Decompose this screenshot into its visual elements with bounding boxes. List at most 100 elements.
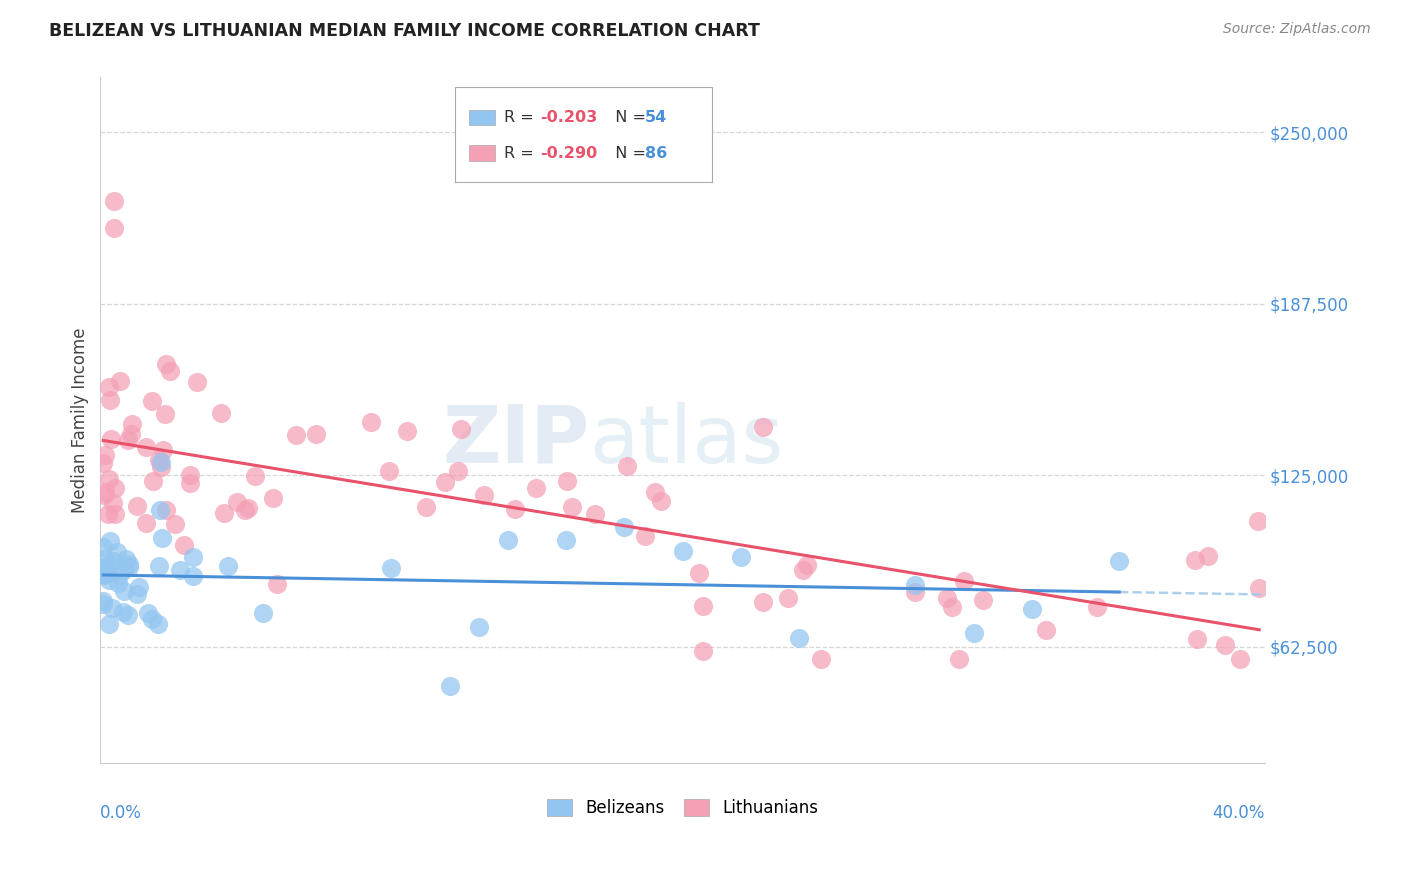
Point [91, 593, 114, 607]
Point [752, 420, 775, 434]
Point [796, 558, 818, 572]
Point [377, 464, 399, 478]
Point [439, 679, 461, 693]
Point [173, 538, 195, 552]
Point [146, 617, 169, 632]
Point [103, 221, 125, 235]
Point [503, 502, 526, 516]
Point [91, 563, 114, 577]
Point [120, 427, 142, 442]
Point [1184, 553, 1206, 567]
Point [810, 652, 832, 666]
Point [1187, 632, 1209, 646]
Point [104, 507, 127, 521]
Point [692, 644, 714, 658]
Point [135, 516, 157, 530]
Point [751, 595, 773, 609]
Point [1085, 600, 1108, 615]
Point [101, 495, 124, 509]
Point [98, 380, 121, 394]
Point [91, 567, 114, 582]
Point [472, 487, 495, 501]
Point [941, 599, 963, 614]
Point [555, 533, 578, 547]
Point [153, 407, 176, 421]
Point [150, 531, 173, 545]
Point [688, 566, 710, 580]
Point [135, 441, 157, 455]
Point [1108, 554, 1130, 568]
Point [93, 566, 115, 581]
Point [179, 476, 201, 491]
Point [496, 533, 519, 547]
Point [149, 460, 172, 475]
Point [243, 469, 266, 483]
Point [447, 464, 470, 478]
Text: Source: ZipAtlas.com: Source: ZipAtlas.com [1223, 22, 1371, 37]
Point [98, 534, 121, 549]
Point [101, 554, 124, 568]
Point [169, 563, 191, 577]
Point [110, 374, 132, 388]
Point [217, 559, 239, 574]
Point [583, 507, 606, 521]
Point [111, 605, 134, 619]
Point [152, 442, 174, 457]
Point [263, 491, 285, 505]
Point [91, 456, 114, 470]
Point [634, 529, 657, 543]
FancyBboxPatch shape [470, 145, 495, 161]
Point [181, 550, 204, 565]
Point [150, 455, 173, 469]
Point [142, 474, 165, 488]
Point [165, 517, 187, 532]
Point [97, 573, 120, 587]
Point [434, 475, 457, 490]
Point [650, 493, 672, 508]
Point [792, 563, 814, 577]
Point [91, 597, 114, 611]
Point [94, 485, 117, 500]
Point [395, 424, 418, 438]
Point [1229, 652, 1251, 666]
Point [555, 475, 578, 489]
Point [98, 393, 121, 408]
Point [117, 608, 139, 623]
Point [1213, 638, 1236, 652]
Point [93, 488, 115, 502]
Point [93, 552, 115, 566]
Point [186, 375, 208, 389]
Point [115, 552, 138, 566]
Point [616, 459, 638, 474]
Point [948, 652, 970, 666]
Text: 54: 54 [645, 110, 668, 125]
Point [117, 560, 139, 574]
Point [104, 481, 127, 495]
Point [1021, 602, 1043, 616]
Text: N =: N = [605, 145, 651, 161]
Point [112, 563, 135, 577]
Point [953, 574, 976, 588]
Point [225, 495, 247, 509]
Point [159, 364, 181, 378]
Point [360, 415, 382, 429]
Point [730, 549, 752, 564]
Text: 40.0%: 40.0% [1212, 805, 1265, 822]
Point [936, 591, 959, 605]
Point [209, 406, 232, 420]
Text: N =: N = [605, 110, 651, 125]
Point [121, 417, 143, 431]
Point [236, 501, 259, 516]
Point [117, 433, 139, 447]
FancyBboxPatch shape [470, 110, 495, 125]
Point [97, 617, 120, 632]
Point [108, 568, 131, 582]
Point [91, 541, 114, 555]
Text: 0.0%: 0.0% [100, 805, 142, 822]
Point [112, 584, 135, 599]
Point [1197, 549, 1219, 563]
Point [285, 428, 308, 442]
Legend: Belizeans, Lithuanians: Belizeans, Lithuanians [540, 792, 825, 823]
Point [613, 520, 636, 534]
Point [141, 612, 163, 626]
